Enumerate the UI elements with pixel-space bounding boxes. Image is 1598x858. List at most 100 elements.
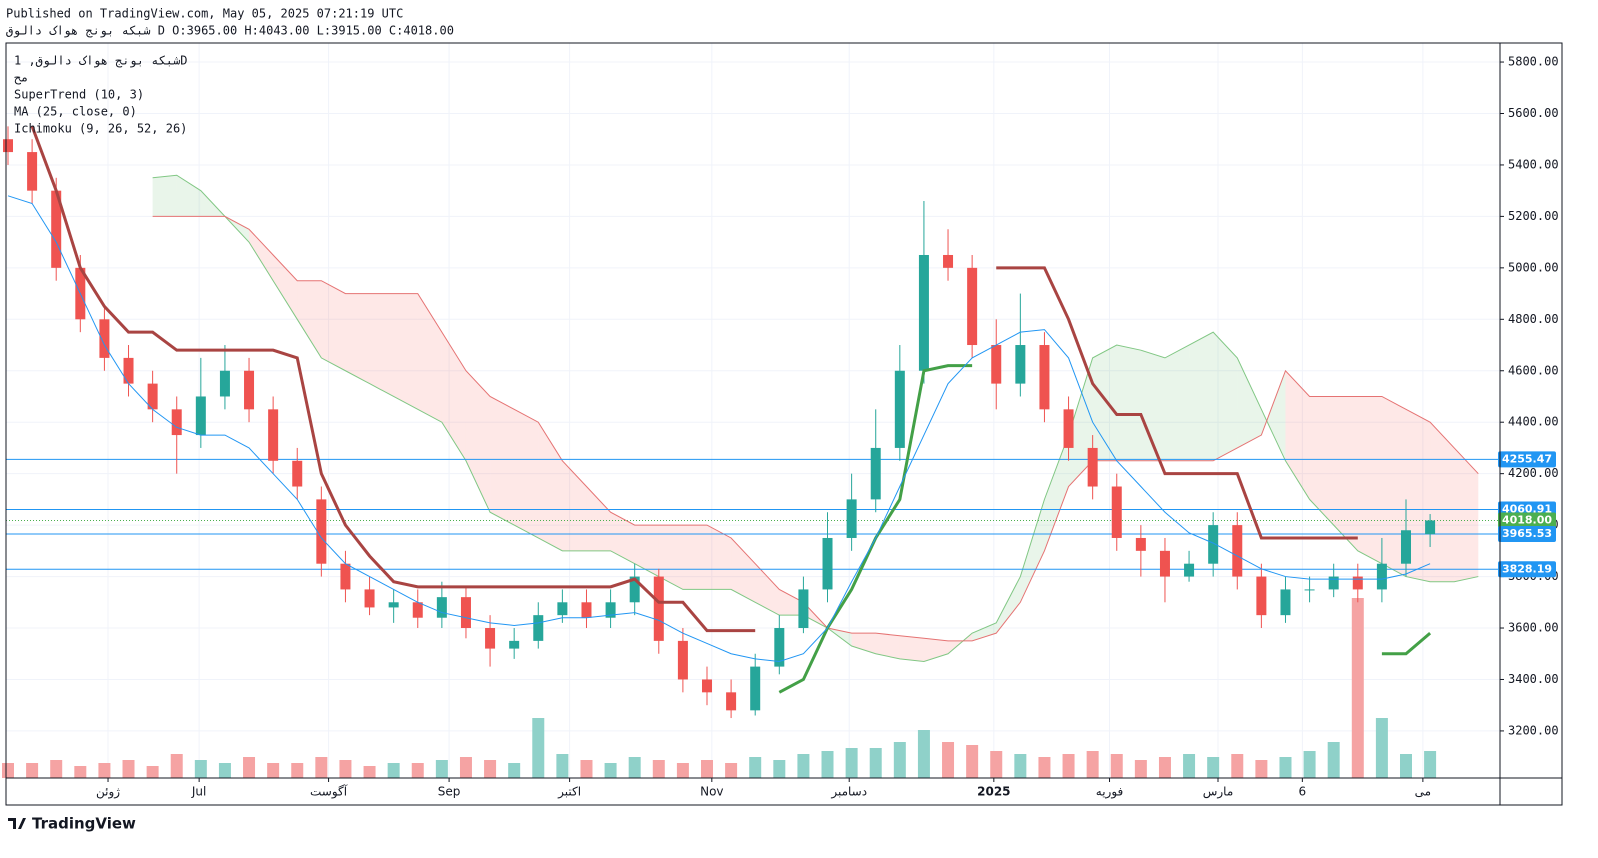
candle-body	[1232, 525, 1243, 577]
volume-bar	[1183, 754, 1196, 778]
volume-bar	[725, 763, 738, 778]
candle-body	[533, 615, 544, 641]
volume-bar	[315, 757, 328, 778]
price-label-box	[1498, 561, 1556, 578]
tradingview-logo: TradingView	[8, 815, 136, 833]
x-tick-label: دسامبر	[830, 785, 867, 800]
cloud-segment	[514, 409, 539, 538]
price-label-box	[1498, 451, 1556, 468]
y-tick-label: 4600.00	[1508, 363, 1559, 377]
x-tick-label: اکتبر	[557, 785, 581, 800]
volume-bar	[556, 754, 569, 778]
candle-body	[316, 499, 327, 564]
y-tick-label: 5000.00	[1508, 260, 1559, 274]
cloud-segment	[731, 537, 756, 603]
candle-body	[412, 602, 423, 618]
candle-body	[27, 152, 38, 191]
candle-body	[1087, 447, 1098, 487]
candle-body	[509, 640, 520, 649]
y-tick-label: 4800.00	[1508, 312, 1559, 326]
volume-bar	[1424, 751, 1437, 778]
y-tick-label: 3200.00	[1508, 723, 1559, 737]
candle-body	[364, 589, 375, 608]
cloud-segment	[1044, 435, 1069, 551]
volume-bar	[1327, 742, 1340, 778]
volume-bar	[1231, 754, 1244, 778]
candle-body	[629, 576, 640, 603]
cloud-segment	[152, 175, 177, 217]
candle-body	[123, 357, 134, 384]
cloud-segment	[755, 563, 780, 616]
cloud-segment	[1381, 396, 1406, 577]
cloud-segment	[706, 525, 732, 590]
volume-bar	[1279, 757, 1292, 778]
volume-bar	[291, 763, 304, 778]
candle-body	[967, 267, 978, 346]
volume-bar	[170, 754, 183, 778]
volume-bar	[1303, 751, 1316, 778]
cloud-segment	[1020, 499, 1045, 603]
cloud-segment	[1333, 396, 1358, 551]
volume-bar	[532, 718, 545, 778]
x-tick-label: آگوست	[310, 784, 348, 800]
candle-body	[147, 383, 158, 410]
candle-body	[726, 692, 737, 711]
volume-bar	[942, 742, 955, 778]
x-tick-label: ژوئن	[96, 785, 120, 800]
candle-body	[1352, 576, 1363, 590]
volume-bar	[339, 760, 352, 778]
volume-bar	[26, 763, 39, 778]
volume-bar	[74, 766, 87, 778]
cloud-segment	[658, 525, 683, 590]
volume-bar	[1158, 757, 1171, 778]
candle-body	[894, 370, 905, 448]
volume-bar	[821, 751, 834, 778]
cloud-segment	[417, 293, 442, 423]
volume-bar	[700, 760, 713, 778]
candle-body	[798, 589, 809, 629]
volume-bar	[773, 760, 786, 778]
price-label-box	[1498, 512, 1556, 529]
legend-entry: SuperTrend (10, 3)	[14, 88, 144, 102]
volume-bar	[966, 745, 979, 778]
candle-body	[3, 139, 14, 153]
cloud-segment	[586, 486, 611, 551]
candle-body	[460, 597, 471, 629]
x-tick-label: Nov	[700, 785, 723, 799]
volume-bar	[1375, 718, 1388, 778]
cloud-segment	[779, 589, 804, 616]
cloud-segment	[297, 280, 322, 358]
volume-bar	[194, 760, 207, 778]
candle-body	[171, 409, 182, 436]
cloud-segment	[1357, 396, 1382, 564]
indicator-line	[7, 195, 1431, 662]
cloud-segment	[1285, 370, 1310, 500]
cloud-segment	[972, 622, 997, 641]
candle-body	[557, 602, 568, 616]
cloud-span-a	[152, 174, 1479, 662]
brand: TradingView	[32, 815, 136, 833]
indicator-line	[30, 125, 1358, 633]
candle-body	[822, 537, 833, 590]
volume-bar	[1207, 757, 1220, 778]
cloud-segment	[369, 293, 394, 397]
legend-entry: مح	[14, 71, 28, 85]
y-tick-label: 5400.00	[1508, 157, 1559, 171]
volume-bar	[749, 757, 762, 778]
candle-body	[1111, 486, 1122, 538]
cloud-segment	[538, 422, 563, 551]
volume-bar	[411, 763, 424, 778]
y-tick-label: 4400.00	[1508, 415, 1559, 429]
candle-body	[581, 602, 592, 618]
candle-body	[1280, 589, 1291, 616]
cloud-segment	[1116, 345, 1141, 461]
y-tick-label: 3600.00	[1508, 621, 1559, 635]
price-label: 4018.00	[1502, 513, 1552, 526]
cloud-segment	[682, 525, 707, 590]
x-tick-label: می	[1415, 785, 1431, 799]
candle-body	[1184, 563, 1195, 577]
volume-bar	[580, 760, 593, 778]
cloud-segment	[875, 633, 900, 659]
